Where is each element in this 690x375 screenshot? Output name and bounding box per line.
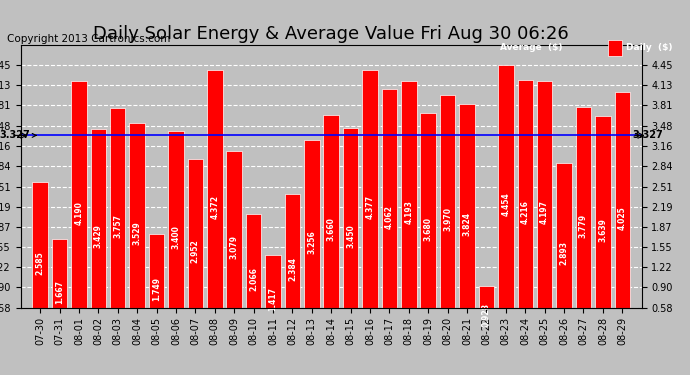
Text: 0.928: 0.928 (482, 303, 491, 327)
Text: 3.327: 3.327 (0, 130, 37, 140)
Title: Daily Solar Energy & Average Value Fri Aug 30 06:26: Daily Solar Energy & Average Value Fri A… (93, 26, 569, 44)
Text: 3.824: 3.824 (462, 212, 471, 236)
Bar (556, 163, 572, 344)
Text: 3.639: 3.639 (598, 218, 607, 242)
Text: 3.779: 3.779 (579, 213, 588, 237)
Text: 3.660: 3.660 (326, 217, 336, 241)
Bar (246, 214, 262, 344)
Text: 4.190: 4.190 (75, 201, 83, 225)
Bar (168, 131, 184, 344)
Bar (479, 286, 494, 344)
Text: 1.749: 1.749 (152, 277, 161, 301)
Bar (324, 114, 339, 344)
Bar (401, 81, 417, 344)
Bar (149, 234, 164, 344)
Bar (362, 70, 378, 344)
Text: 3.680: 3.680 (424, 216, 433, 240)
Text: 3.529: 3.529 (132, 221, 141, 245)
Text: 3.970: 3.970 (443, 207, 452, 231)
Text: Copyright 2013 Cartronics.com: Copyright 2013 Cartronics.com (7, 34, 170, 44)
Bar (207, 70, 222, 344)
Bar (226, 151, 242, 344)
Bar (71, 81, 87, 344)
Text: 4.193: 4.193 (404, 201, 413, 224)
Text: 3.079: 3.079 (230, 236, 239, 260)
Bar (343, 128, 358, 344)
Text: 1.417: 1.417 (268, 288, 277, 312)
Text: 4.377: 4.377 (366, 195, 375, 219)
Bar (110, 108, 126, 344)
Text: 4.372: 4.372 (210, 195, 219, 219)
Bar (382, 89, 397, 344)
Bar (188, 159, 203, 344)
Bar (440, 95, 455, 344)
Bar (518, 80, 533, 344)
Text: 4.454: 4.454 (502, 192, 511, 216)
Text: 4.197: 4.197 (540, 200, 549, 224)
Text: 3.757: 3.757 (113, 214, 122, 238)
Bar (265, 255, 281, 344)
Text: 3.429: 3.429 (94, 225, 103, 248)
Bar (460, 104, 475, 344)
Bar (32, 182, 48, 344)
Bar (304, 140, 319, 344)
Text: 2.952: 2.952 (191, 240, 200, 263)
Text: 2.893: 2.893 (560, 241, 569, 265)
Bar (52, 239, 68, 344)
Bar (615, 92, 630, 344)
Text: 3.450: 3.450 (346, 224, 355, 248)
Bar (130, 123, 145, 344)
Text: 3.327: 3.327 (632, 130, 663, 140)
Text: 4.216: 4.216 (521, 200, 530, 224)
Text: 1.667: 1.667 (55, 280, 64, 304)
Bar (284, 195, 300, 344)
Bar (498, 65, 513, 344)
Text: Daily  ($): Daily ($) (626, 44, 673, 52)
Text: 2.384: 2.384 (288, 257, 297, 281)
Text: 3.256: 3.256 (307, 230, 316, 254)
Text: 4.025: 4.025 (618, 206, 627, 230)
Bar (595, 116, 611, 344)
Text: 2.585: 2.585 (36, 251, 45, 275)
Bar (575, 107, 591, 344)
Text: 3.400: 3.400 (171, 225, 181, 249)
Bar (537, 81, 553, 344)
Bar (90, 129, 106, 344)
Text: Average  ($): Average ($) (500, 44, 563, 52)
Bar (420, 113, 436, 344)
Text: 2.066: 2.066 (249, 267, 258, 291)
Bar (608, 40, 622, 56)
Text: 4.062: 4.062 (385, 205, 394, 228)
